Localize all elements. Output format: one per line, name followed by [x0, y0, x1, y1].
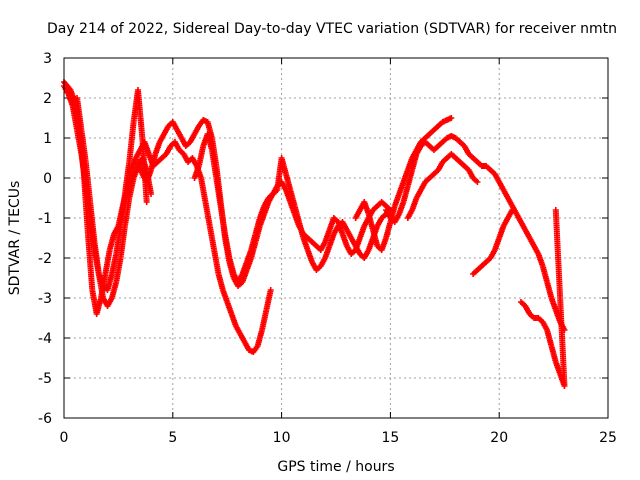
chart-title: Day 214 of 2022, Sidereal Day-to-day VTE… [47, 21, 617, 37]
data-point [552, 207, 559, 213]
y-tick-label: -2 [38, 251, 52, 267]
y-tick-label: -5 [38, 371, 52, 387]
x-tick-label: 0 [60, 430, 69, 446]
y-tick-label: -6 [38, 411, 52, 427]
x-tick-label: 5 [168, 430, 177, 446]
axis-ticks: -6 -5 -4 -3 -2 -1 0 1 2 3 0 5 10 15 20 25 [38, 51, 617, 446]
x-axis-label: GPS time / hours [277, 459, 394, 475]
data-point [267, 287, 274, 293]
series-sat-c [74, 95, 155, 309]
data-point [143, 199, 150, 205]
data-points [61, 79, 568, 389]
y-tick-label: -4 [38, 331, 52, 347]
y-tick-label: -3 [38, 291, 52, 307]
y-tick-label: 1 [43, 131, 52, 147]
data-point [148, 191, 155, 197]
grid [64, 58, 608, 418]
series-sat-g [383, 133, 568, 333]
y-tick-label: 2 [43, 91, 52, 107]
series-sat-j [517, 207, 568, 389]
data-point [509, 207, 516, 213]
y-tick-label: 0 [43, 171, 52, 187]
plot-frame [63, 57, 609, 419]
x-tick-label: 25 [599, 430, 617, 446]
data-point [448, 115, 455, 121]
x-tick-label: 15 [381, 430, 399, 446]
y-tick-label: 3 [43, 51, 52, 67]
data-point [474, 179, 481, 185]
x-tick-label: 10 [273, 430, 291, 446]
y-tick-label: -1 [38, 211, 52, 227]
y-axis-label: SDTVAR / TECUs [7, 181, 23, 296]
series-sat-e [191, 131, 390, 285]
series-sat-i [470, 207, 516, 277]
series-sat-f [352, 115, 455, 253]
series-sat-h [404, 151, 481, 221]
x-tick-label: 20 [490, 430, 508, 446]
